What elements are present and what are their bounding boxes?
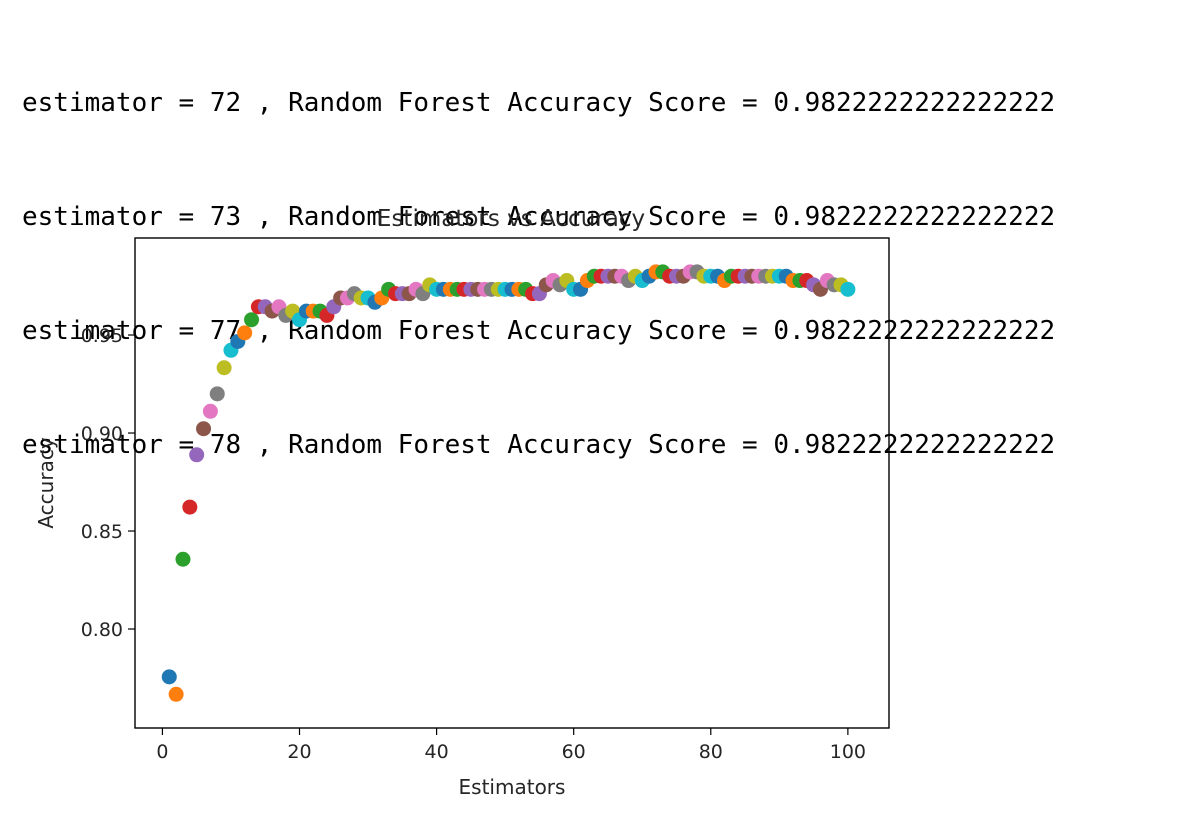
y-tick-label: 0.85: [81, 521, 123, 543]
x-tick-label: 40: [425, 741, 449, 763]
data-point: [840, 281, 856, 297]
x-tick-label: 20: [287, 741, 311, 763]
x-tick-label: 0: [156, 741, 168, 763]
plot-area-frame: [134, 237, 890, 729]
y-axis-ticks: 0.80 0.85 0.90 0.95: [81, 325, 135, 641]
output-line: estimator = 73 , Random Forest Accuracy …: [22, 202, 1056, 232]
output-line: estimator = 77 , Random Forest Accuracy …: [22, 316, 1056, 346]
cell-output: estimator = 72 , Random Forest Accuracy …: [22, 8, 1055, 502]
output-line: estimator = 78 , Random Forest Accuracy …: [22, 430, 1056, 460]
chart-title: Estimators vs Accuracy: [377, 206, 645, 232]
y-tick-label: 0.95: [81, 325, 123, 347]
scatter-chart: Estimators vs Accuracy 0 20 40 60 80 100 0.80…: [34, 206, 890, 799]
data-point: [161, 669, 177, 685]
data-point: [182, 499, 198, 515]
x-tick-label: 100: [830, 741, 866, 763]
x-tick-label: 80: [699, 741, 723, 763]
data-point: [216, 360, 232, 376]
data-point: [196, 421, 212, 437]
data-point: [168, 686, 184, 702]
data-point: [175, 551, 191, 567]
y-tick-label: 0.90: [81, 423, 123, 445]
y-tick-label: 0.80: [81, 619, 123, 641]
x-axis-ticks: 0 20 40 60 80 100: [156, 728, 866, 763]
data-point: [189, 447, 205, 463]
data-point: [237, 325, 253, 341]
x-tick-label: 60: [562, 741, 586, 763]
data-points: [161, 264, 856, 702]
x-axis-label: Estimators: [459, 775, 566, 799]
y-axis-label: Accuracy: [34, 437, 58, 528]
data-point: [209, 386, 225, 402]
output-line: estimator = 72 , Random Forest Accuracy …: [22, 88, 1056, 118]
data-point: [244, 312, 260, 328]
data-point: [202, 403, 218, 419]
